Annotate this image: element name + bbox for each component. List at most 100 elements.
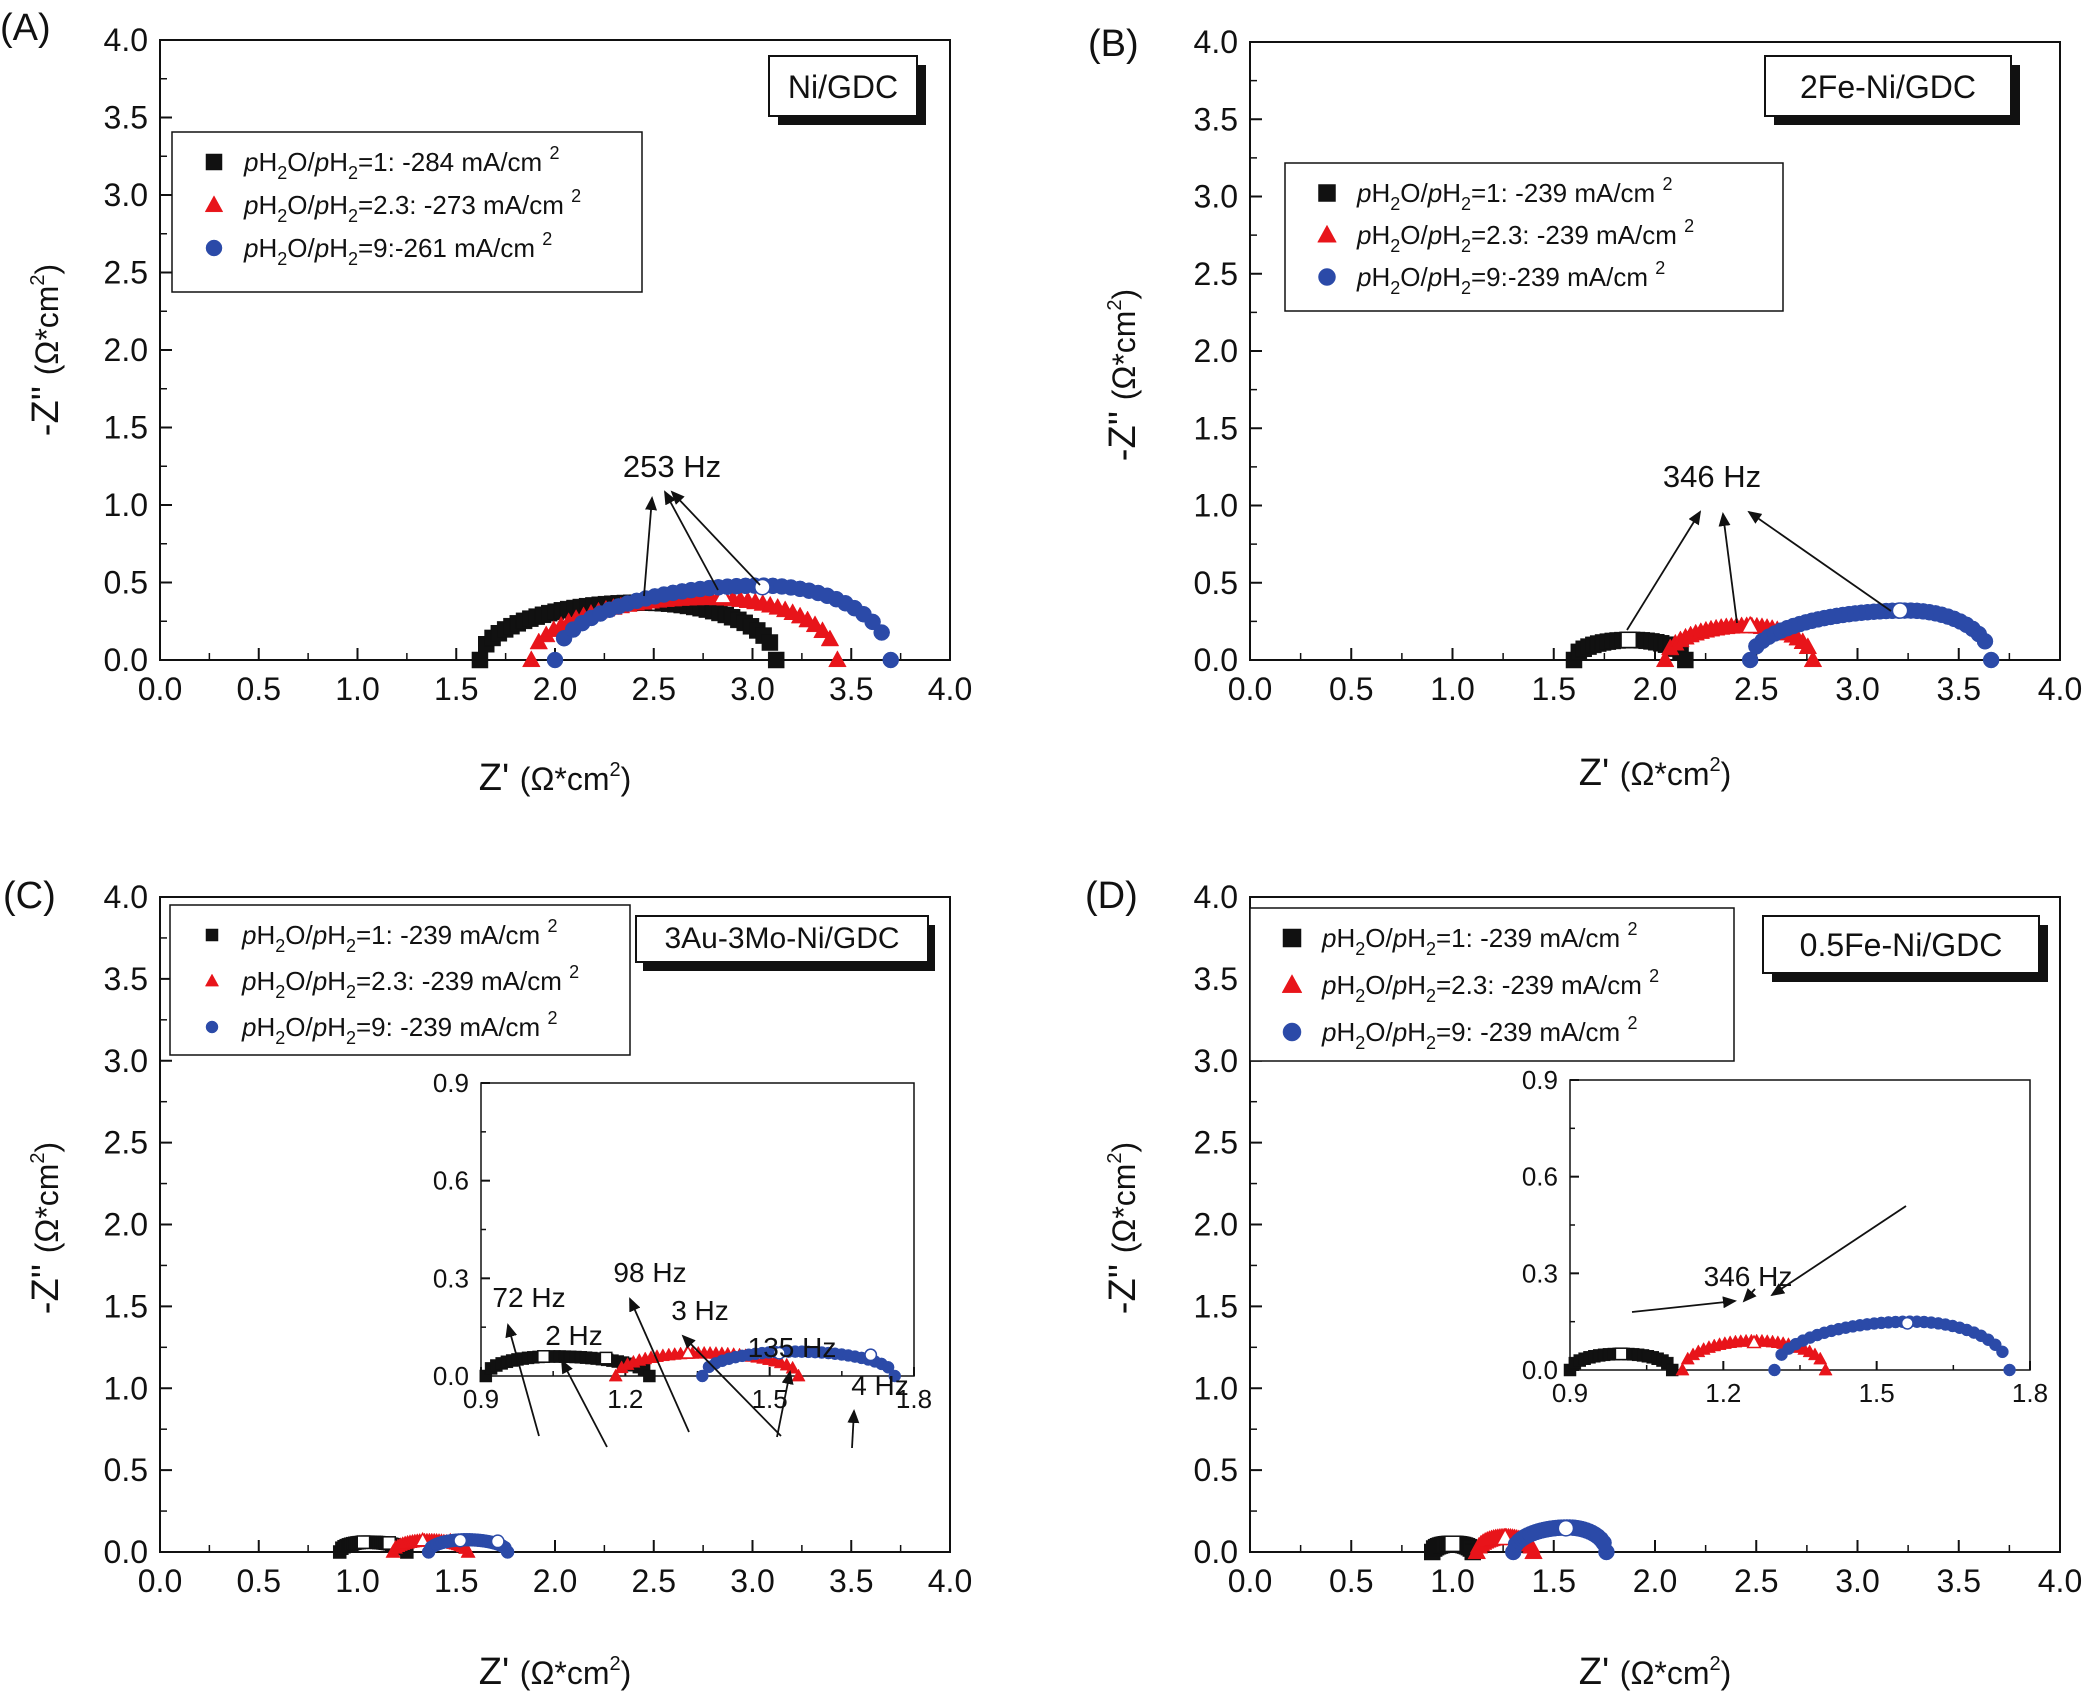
annotation-arrow [681,1334,782,1437]
legend-entry: pH2O/pH2=9:-239 mA/cm 2 [1318,258,1665,298]
sample-label: Ni/GDC [788,69,898,105]
series-group [332,1531,515,1559]
x-tick-label: 3.0 [730,1563,774,1599]
y-tick-label: 3.0 [104,177,148,213]
x-tick-label: 3.5 [829,1563,873,1599]
x-axis-title: Z' (Ω*cm2) [1579,752,1732,794]
y-tick-label: 2.5 [104,255,148,291]
panel-label: (D) [1085,875,1138,917]
annotation-arrow [776,1370,794,1438]
x-tick-label: 1.0 [1430,671,1474,707]
marked-point-circle [772,1346,786,1360]
y-tick-label: 0.3 [1522,1258,1558,1288]
data-point-square [1677,651,1694,669]
annotation-label: 4 Hz [851,1370,909,1401]
data-point-triangle [828,650,847,668]
annotation-label: 98 Hz [613,1257,686,1288]
data-point-circle [1982,651,2000,669]
series [1741,602,2000,669]
y-tick-label: 0.0 [1522,1355,1558,1385]
annotation-arrow [1742,1288,1757,1303]
frequency-annotation: 346 Hz [1663,459,1761,494]
data-point-circle [696,1369,709,1383]
x-tick-label: 1.2 [1705,1378,1741,1408]
marked-point-circle [490,1534,505,1549]
x-tick-label: 3.5 [1937,1563,1981,1599]
x-tick-label: 1.5 [434,671,478,707]
inset-series-group [1563,1315,2016,1377]
y-tick-label: 3.5 [1194,101,1238,137]
annotation-label: 2 Hz [545,1320,603,1351]
legend-label: pH2O/pH2=9: -239 mA/cm 2 [1321,1013,1637,1053]
y-tick-label: 0.9 [433,1068,469,1098]
sample-label-box: 0.5Fe-Ni/GDC [1762,915,2048,982]
legend-entry: pH2O/pH2=1: -284 mA/cm 2 [205,143,559,183]
data-point-triangle [1813,1351,1828,1365]
marked-point-square [1444,1535,1461,1553]
marked-point-circle [1900,1316,1914,1330]
x-tick-label: 2.0 [1633,671,1677,707]
sample-label-box: 2Fe-Ni/GDC [1764,55,2020,125]
panel-label: (A) [0,7,51,49]
x-tick-label: 0.0 [138,671,182,707]
y-axis-title: -Z'' (Ω*cm2) [25,1142,67,1314]
annotation-label: 135 Hz [748,1332,837,1363]
marked-point-triangle [1746,1334,1762,1349]
annotation-arrow [1770,1205,1907,1297]
y-tick-label: 4.0 [1194,879,1238,915]
sample-label: 0.5Fe-Ni/GDC [1800,927,2003,963]
y-tick-label: 1.5 [1194,1288,1238,1324]
legend-label: pH2O/pH2=9:-239 mA/cm 2 [1356,258,1665,298]
legend-box [1284,162,1784,312]
annotation-arrow [643,496,658,597]
legend-entry: pH2O/pH2=9: -239 mA/cm 2 [205,1008,557,1048]
y-tick-label: 3.0 [104,1043,148,1079]
data-point-square [1665,1363,1679,1377]
legend-marker-circle [205,1020,219,1034]
x-tick-label: 4.0 [928,671,972,707]
marked-point-circle [1891,602,1909,619]
y-tick-label: 0.0 [104,1534,148,1570]
marked-point-triangle [414,1531,431,1547]
axes: 0.0 0.5 1.0 1.5 2.0 2.5 3.0 3.5 4.0 0.0 0.5 1.0 1.5 2… [1194,24,2083,707]
legend-entry: pH2O/pH2=2.3: -239 mA/cm 2 [1281,966,1659,1006]
annotation-arrow [505,1323,540,1437]
annotation-arrows [1631,1205,1907,1313]
y-tick-label: 0.0 [104,642,148,678]
annotation-label: 346 Hz [1663,459,1761,494]
y-tick-label: 2.0 [104,1207,148,1243]
data-point-circle [864,613,881,631]
y-tick-label: 0.9 [1522,1065,1558,1095]
x-tick-label: 1.5 [434,1563,478,1599]
data-point-triangle [1655,650,1675,668]
x-tick-label: 0.9 [463,1384,499,1414]
axes: 0.0 0.5 1.0 1.5 2.0 2.5 3.0 3.5 4.0 0.0 0.5 1.0 1.5 2… [104,22,973,707]
legend-marker-circle [1282,1022,1302,1042]
x-tick-label: 1.0 [335,1563,379,1599]
y-axis-title: -Z'' (Ω*cm2) [1102,1142,1144,1314]
legend-marker-triangle [204,195,224,213]
marked-point-circle [1557,1519,1575,1537]
marked-point-circle [453,1533,468,1548]
data-point-circle [1598,1543,1615,1561]
data-point-square [767,651,785,669]
y-tick-label: 1.0 [1194,1370,1238,1406]
x-tick-label: 0.5 [237,1563,281,1599]
series [1563,1347,1679,1377]
frequency-annotation: 253 Hz [623,449,721,484]
y-tick-label: 2.0 [104,332,148,368]
x-tick-label: 3.0 [730,671,774,707]
data-point-triangle [820,629,840,647]
x-tick-label: 0.9 [1552,1378,1588,1408]
inset-plot: 0.9 1.2 1.5 1.80.00.30.60.9 72 Hz 2 Hz 98 H… [433,1068,932,1449]
x-tick-label: 1.2 [607,1384,643,1414]
y-tick-label: 3.5 [1194,961,1238,997]
y-tick-label: 0.5 [1194,565,1238,601]
x-tick-label: 1.0 [335,671,379,707]
data-point-square [643,1369,656,1383]
annotation-arrow [1626,510,1702,631]
x-tick-label: 3.0 [1835,671,1879,707]
y-tick-label: 0.5 [1194,1452,1238,1488]
data-point-triangle [1803,650,1823,668]
